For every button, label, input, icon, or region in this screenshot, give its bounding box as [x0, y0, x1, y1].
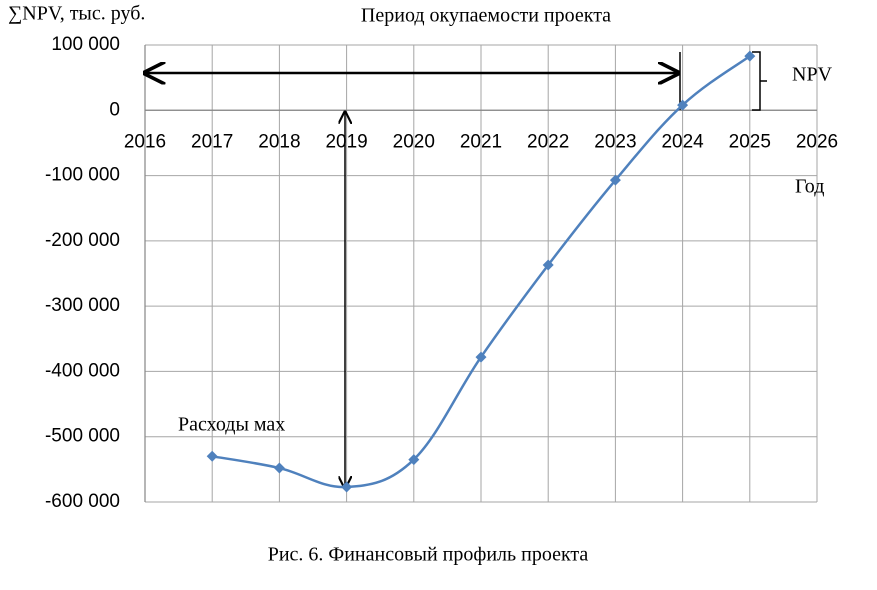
x-tick-label: 2016 — [124, 131, 166, 152]
x-axis-label: Год — [795, 176, 824, 198]
x-tick-label: 2017 — [191, 131, 233, 152]
data-point — [542, 259, 554, 271]
chart-title: Период окупаемости проекта — [361, 5, 611, 27]
y-tick-label: -200 000 — [45, 230, 120, 251]
x-tick-label: 2023 — [594, 131, 636, 152]
y-tick-label: -500 000 — [45, 426, 120, 447]
y-tick-label: 0 — [109, 99, 120, 120]
caption: Рис. 6. Финансовый профиль проекта — [268, 544, 589, 566]
data-point — [408, 454, 420, 466]
x-tick-label: 2021 — [460, 131, 502, 152]
y-tick-label: -400 000 — [45, 360, 120, 381]
y-axis-label: ∑NPV, тыс. руб. — [8, 3, 145, 25]
x-tick-label: 2020 — [393, 131, 435, 152]
series-line — [211, 55, 751, 489]
data-point — [273, 462, 285, 474]
y-tick-label: 100 000 — [51, 34, 120, 55]
data-point — [206, 450, 218, 462]
data-point — [744, 50, 756, 62]
data-point — [475, 351, 487, 363]
x-tick-label: 2025 — [729, 131, 771, 152]
annotation: Расходы мах — [178, 414, 285, 436]
x-tick-label: 2026 — [796, 131, 838, 152]
y-tick-label: -100 000 — [45, 165, 120, 186]
data-point — [341, 481, 353, 493]
npv-bracket — [752, 51, 767, 111]
y-tick-label: -300 000 — [45, 295, 120, 316]
y-tick-label: -600 000 — [45, 491, 120, 512]
x-tick-label: 2024 — [661, 131, 704, 152]
annotation: NPV — [792, 64, 833, 86]
x-tick-label: 2022 — [527, 131, 569, 152]
data-point — [609, 174, 621, 186]
x-tick-label: 2019 — [325, 131, 367, 152]
x-tick-label: 2018 — [258, 131, 300, 152]
data-point — [677, 99, 689, 111]
